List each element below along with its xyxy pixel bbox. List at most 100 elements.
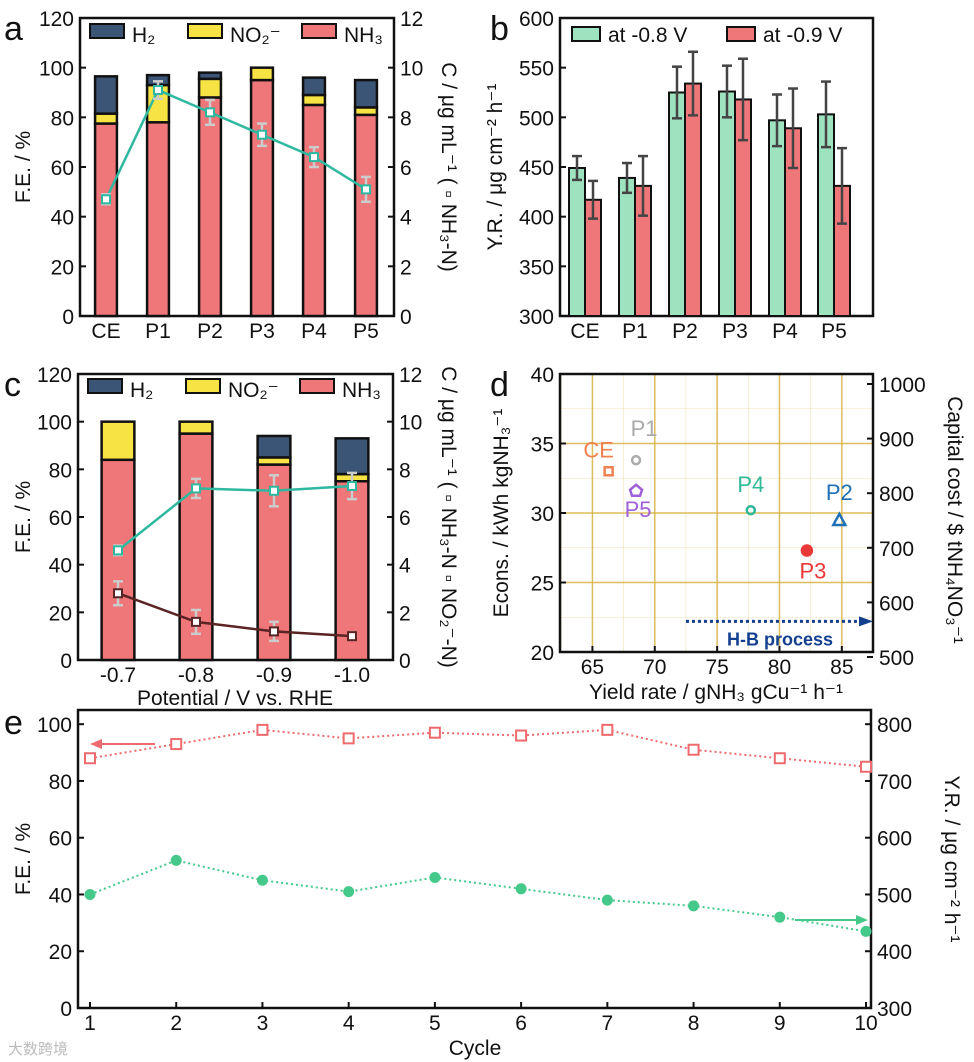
point-F.E. [256, 723, 269, 736]
x-tick-label: -1.0 [334, 664, 370, 687]
point-label-P2: P2 [826, 480, 853, 505]
marker-P5 [628, 483, 644, 498]
left-axis-tick-label: 100 [37, 714, 72, 737]
point-F.E. [773, 752, 786, 765]
legend-label: at -0.8 V [608, 24, 687, 47]
point-F.E. [601, 723, 614, 736]
left-axis-tick-label: 500 [519, 107, 554, 130]
legend-label: NO₂⁻ [230, 24, 281, 47]
x-tick-label: 4 [343, 1012, 355, 1035]
point-Y.R. [601, 894, 613, 906]
marker-P3 [800, 544, 814, 557]
x-tick-label: -0.9 [256, 664, 292, 687]
bar-H--1.0 [334, 437, 370, 476]
left-axis-tick-label: 40 [51, 207, 74, 230]
bar-NO-CE [93, 112, 119, 125]
right-axis-tick-label: 8 [400, 107, 412, 130]
bar-08-P3 [718, 90, 736, 317]
left-axis-tick-label: 40 [531, 364, 554, 387]
x-axis-title: Cycle [449, 1037, 502, 1060]
left-axis-arrow-head [90, 739, 102, 750]
line-NH₃-N [117, 484, 353, 552]
point-Y.R. [343, 886, 355, 898]
bar-NH-P1 [145, 121, 171, 318]
x-tick-label: P4 [772, 320, 798, 343]
right-axis-tick-label: 6 [400, 157, 412, 180]
line-NO₂⁻-N [117, 592, 353, 638]
watermark: 大数跨境 [8, 1040, 68, 1058]
panel-label-e: e [4, 704, 23, 742]
legend-swatch [89, 23, 125, 39]
line-NH₃-N [104, 88, 367, 200]
right-axis-tick-label: 0 [399, 650, 411, 673]
left-axis-tick-label: 60 [49, 828, 72, 851]
left-axis-tick-label: 25 [531, 573, 554, 596]
left-axis-tick-label: 20 [51, 256, 74, 279]
x-tick-label: 3 [257, 1012, 269, 1035]
right-axis-tick-label: 500 [877, 884, 912, 907]
bar-NH-P3 [249, 78, 275, 318]
x-tick-label: P1 [622, 320, 648, 343]
panel-label-c: c [4, 366, 21, 404]
bar-NH--1.0 [334, 480, 370, 662]
right-axis-tick-label: 6 [399, 507, 411, 530]
bar-NH-P2 [197, 96, 223, 318]
bar-H-P2 [197, 71, 223, 81]
x-tick-label: 1 [84, 1012, 96, 1035]
left-axis-tick-label: 30 [531, 503, 554, 526]
point-Y.R. [429, 871, 441, 883]
bar-H--0.9 [256, 434, 292, 459]
left-axis-tick-label: 550 [519, 58, 554, 81]
right-axis-tick-label: 10 [399, 412, 422, 435]
point-NO₂⁻-N [269, 626, 279, 637]
x-tick-label: 5 [429, 1012, 441, 1035]
x-tick-label: 85 [830, 656, 853, 679]
left-axis-tick-label: 20 [49, 941, 72, 964]
left-axis-tick-label: 0 [60, 650, 72, 673]
panel-label-d: d [490, 366, 509, 404]
hb-label: H-B process [727, 629, 833, 649]
right-axis-tick-label: 2 [400, 256, 412, 279]
right-axis-tick-label: 600 [877, 828, 912, 851]
right-axis-tick-label: 800 [877, 714, 912, 737]
right-axis-tick-label: 0 [400, 306, 412, 329]
point-label-CE: CE [583, 437, 614, 462]
point-NH₃-N [361, 184, 371, 195]
panel-a-frame [78, 16, 396, 318]
point-F.E. [860, 760, 872, 773]
left-axis-tick-label: 0 [62, 306, 74, 329]
point-Y.R. [84, 888, 96, 900]
point-F.E. [170, 738, 183, 751]
legend-label: NH₃ [344, 24, 383, 47]
x-tick-label: P2 [672, 320, 698, 343]
bar-08-P1 [618, 176, 636, 317]
left-axis-tick-label: 40 [49, 555, 72, 578]
point-Y.R. [774, 911, 786, 923]
y-axis-title: Econs. / kWh kgNH₃⁻¹ [490, 409, 513, 618]
marker-P2 [831, 511, 848, 527]
legend-swatch [726, 26, 756, 42]
point-NH₃-N [269, 485, 279, 496]
bar-NO-P4 [301, 93, 327, 107]
right-axis-tick-label: 1000 [879, 374, 926, 397]
panel-label-b: b [490, 10, 509, 48]
x-tick-label: 8 [688, 1012, 700, 1035]
x-tick-label: P5 [821, 320, 847, 343]
x-tick-label: 2 [170, 1012, 182, 1035]
bar-NH--0.7 [100, 458, 136, 662]
marker-P4 [745, 504, 757, 516]
x-tick-label: 70 [643, 656, 666, 679]
y-axis-title: F.E. / % [12, 481, 35, 553]
legend-swatch [185, 378, 221, 394]
hb-arrow-head [859, 616, 873, 627]
x-tick-label: -0.8 [178, 664, 214, 687]
right-axis-arrow-head [856, 915, 868, 926]
legend-label: NO₂⁻ [228, 379, 279, 402]
bar-NO--0.8 [178, 420, 214, 435]
y-axis-title: F.E. / % [12, 131, 35, 203]
panel-e-frame [76, 708, 873, 1010]
point-Y.R. [515, 883, 527, 895]
right-axis-tick-label: 500 [879, 647, 914, 670]
right-axis-tick-label: 4 [399, 555, 411, 578]
